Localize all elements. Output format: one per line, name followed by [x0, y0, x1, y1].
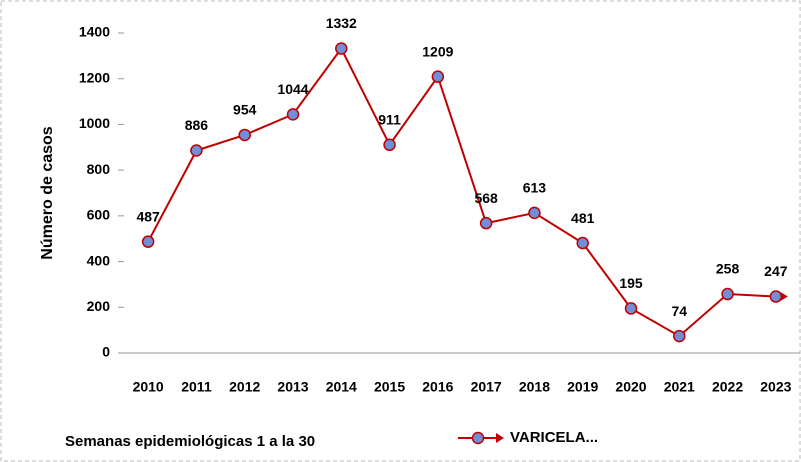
marker	[624, 302, 638, 315]
x-tick-label: 2018	[519, 379, 550, 395]
y-tick-label: 800	[87, 161, 111, 177]
legend-label: VARICELA...	[510, 429, 598, 446]
data-label: 1209	[422, 43, 453, 59]
data-label: 886	[185, 117, 209, 133]
marker	[141, 235, 155, 248]
data-label: 195	[619, 275, 643, 291]
legend-arrow	[496, 433, 504, 443]
marker	[479, 216, 493, 230]
y-tick-label: 400	[87, 252, 111, 268]
x-tick-label: 2014	[326, 379, 357, 395]
marker	[190, 144, 203, 157]
data-label: 911	[378, 111, 401, 127]
data-label: 1332	[326, 15, 357, 31]
marker	[528, 206, 541, 220]
x-tick-label: 2022	[712, 379, 743, 395]
x-tick-label: 2015	[374, 379, 405, 395]
y-tick-label: 200	[87, 298, 111, 314]
data-label: 74	[671, 303, 687, 319]
marker	[673, 329, 686, 343]
data-label: 481	[571, 210, 595, 226]
y-tick-label: 1000	[79, 115, 110, 131]
marker	[431, 70, 445, 83]
marker	[286, 108, 300, 121]
data-label: 487	[136, 208, 160, 224]
legend-marker	[471, 431, 485, 445]
x-tick-label: 2023	[760, 379, 791, 395]
x-tick-label: 2021	[664, 379, 695, 395]
marker	[238, 128, 251, 142]
y-axis-title: Número de casos	[39, 126, 56, 259]
line	[147, 46, 776, 338]
x-tick-label: 2019	[567, 379, 598, 395]
data-label: 954	[233, 102, 257, 118]
data-label: 568	[474, 190, 498, 206]
annotation: Semanas epidemiológicas 1 a la 30	[65, 433, 315, 450]
data-label: 613	[523, 180, 547, 196]
y-tick-label: 600	[87, 207, 111, 223]
data-label: 1044	[277, 81, 308, 97]
x-tick-label: 2016	[422, 379, 453, 395]
x-tick-label: 2010	[133, 379, 164, 395]
x-tick-label: 2011	[181, 379, 212, 395]
marker	[383, 138, 396, 152]
y-tick-label: 0	[102, 344, 110, 360]
data-label: 247	[764, 263, 788, 279]
x-tick-label: 2020	[615, 379, 646, 395]
marker	[721, 287, 734, 301]
data-label: 258	[716, 261, 740, 277]
x-tick-label: 2013	[277, 379, 308, 395]
x-tick-label: 2012	[229, 379, 260, 395]
y-tick-label: 1400	[79, 24, 110, 40]
marker	[335, 42, 348, 55]
marker	[576, 236, 589, 250]
x-tick-label: 2017	[471, 379, 502, 395]
marker	[769, 290, 783, 303]
y-tick-label: 1200	[79, 69, 110, 85]
